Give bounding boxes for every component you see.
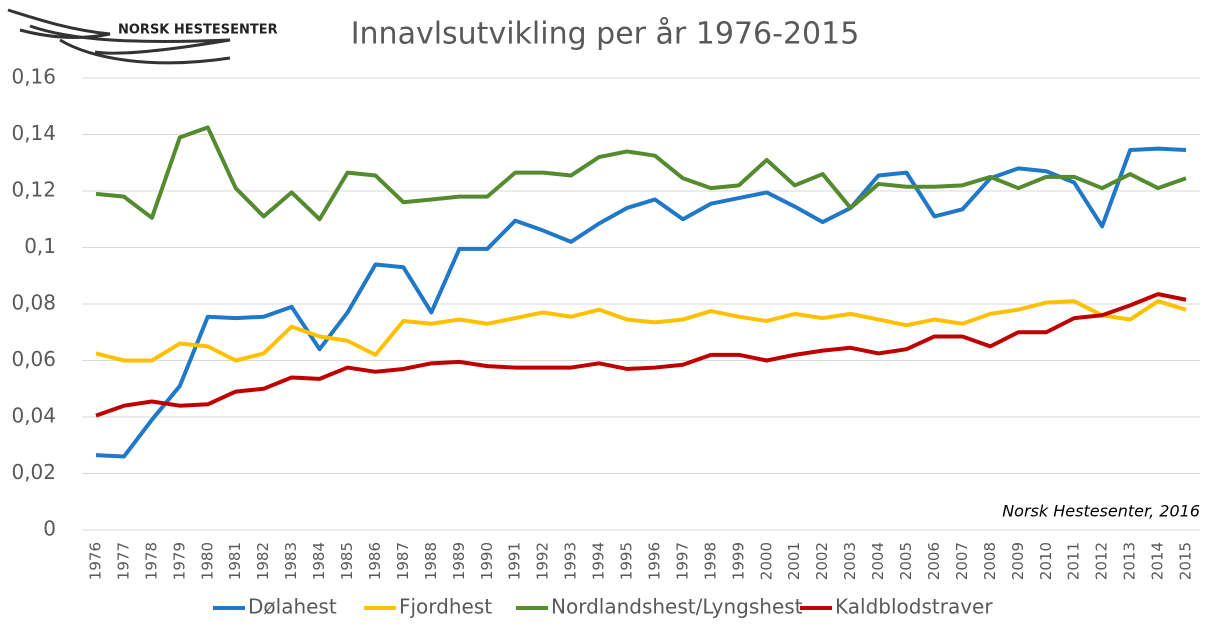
x-tick-label: 2000 [757,542,775,580]
x-tick-label: 2012 [1093,542,1111,580]
legend-label: Fjordhest [399,595,492,619]
logo: NORSK HESTESENTER [7,8,278,65]
legend-label: Nordlandshest/Lyngshest [551,595,803,619]
legend-item: Kaldblodstraver [800,595,993,619]
x-tick-label: 1981 [226,542,244,580]
x-tick-label: 1976 [87,542,105,580]
x-tick-label: 1983 [282,542,300,580]
x-tick-label: 1999 [729,542,747,580]
x-tick-label: 2009 [1009,542,1027,580]
y-tick-label: 0 [43,517,56,541]
x-tick-label: 1996 [645,542,663,580]
x-tick-label: 2001 [785,542,803,580]
x-tick-label: 1993 [562,542,580,580]
x-tick-label: 2005 [897,542,915,580]
legend-label: Kaldblodstraver [835,595,993,619]
series-line [95,125,1187,222]
chart-title: Innavlsutvikling per år 1976-2015 [351,17,860,52]
x-tick-label: 2013 [1121,542,1139,580]
x-tick-label: 2006 [925,542,943,580]
legend-label: Dølahest [248,595,337,619]
x-tick-label: 2004 [869,542,887,580]
y-tick-label: 0,08 [11,291,56,315]
legend-item: Nordlandshest/Lyngshest [516,595,803,619]
x-tick-label: 2015 [1177,542,1195,580]
y-tick-label: 0,14 [11,121,56,145]
y-tick-label: 0,12 [11,178,56,202]
x-tick-label: 1995 [618,542,636,580]
x-tick-label: 1982 [254,542,272,580]
x-tick-label: 1980 [198,542,216,580]
x-tick-label: 2007 [953,542,971,580]
series-line [95,299,1187,363]
x-tick-label: 1988 [422,542,440,580]
x-tick-label: 1984 [310,542,328,580]
legend-item: Dølahest [213,595,337,619]
x-tick-label: 2002 [813,542,831,580]
x-tick-label: 1979 [170,542,188,580]
x-tick-label: 2003 [841,542,859,580]
x-tick-label: 1997 [673,542,691,580]
x-tick-label: 2010 [1037,542,1055,580]
x-tick-label: 2014 [1149,542,1167,580]
x-tick-label: 1986 [366,542,384,580]
x-tick-label: 1978 [142,542,160,580]
series-line [95,292,1187,418]
source-note: Norsk Hestesenter, 2016 [1002,502,1200,521]
logo-mark [7,8,231,65]
y-tick-label: 0,04 [11,404,56,428]
x-tick-label: 2008 [981,542,999,580]
series-line [95,146,1187,459]
y-tick-label: 0,02 [11,460,56,484]
logo-text: NORSK HESTESENTER [118,23,278,38]
x-tick-label: 1987 [394,542,412,580]
x-tick-label: 1990 [478,542,496,580]
x-tick-label: 1994 [590,542,608,580]
legend-item: Fjordhest [364,595,492,619]
y-tick-label: 0,16 [11,65,56,89]
x-tick-label: 1989 [450,542,468,580]
x-tick-label: 1998 [701,542,719,580]
x-tick-label: 1985 [338,542,356,580]
x-tick-label: 1991 [506,542,524,580]
x-tick-label: 2011 [1065,542,1083,580]
y-tick-label: 0,1 [24,234,56,258]
x-tick-label: 1992 [534,542,552,580]
y-tick-label: 0,06 [11,347,56,371]
x-tick-label: 1977 [114,542,132,580]
